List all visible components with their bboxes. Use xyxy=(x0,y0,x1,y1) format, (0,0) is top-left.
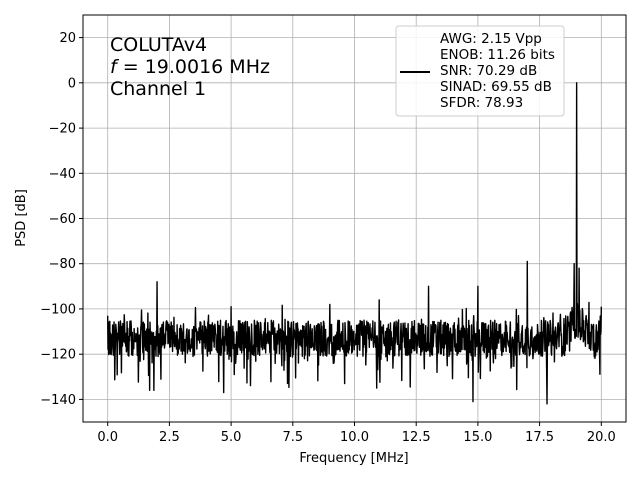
legend-enob: ENOB: 11.26 bits xyxy=(440,47,555,63)
legend-snr: SNR: 70.29 dB xyxy=(440,63,537,79)
x-tick-label: 10.0 xyxy=(340,430,369,445)
annotation-frequency: f = 19.0016 MHz xyxy=(110,56,270,78)
y-tick-label: −20 xyxy=(49,122,76,137)
y-tick-label: −120 xyxy=(40,348,76,363)
chart-annotation: COLUTAv4 f = 19.0016 MHz Channel 1 xyxy=(110,34,270,100)
x-tick-label: 7.5 xyxy=(282,430,303,445)
y-axis-label: PSD [dB] xyxy=(14,189,29,247)
y-tick-label: −100 xyxy=(40,302,76,317)
legend-sinad: SINAD: 69.55 dB xyxy=(440,79,552,95)
annotation-frequency-value: = 19.0016 MHz xyxy=(117,56,270,78)
x-tick-label: 0.0 xyxy=(97,430,118,445)
x-tick-label: 17.5 xyxy=(525,430,554,445)
annotation-title: COLUTAv4 xyxy=(110,34,207,56)
y-tick-label: 0 xyxy=(68,76,76,91)
x-tick-label: 2.5 xyxy=(159,430,180,445)
legend-box xyxy=(395,25,565,117)
legend: AWG: 2.15 Vpp ENOB: 11.26 bits SNR: 70.2… xyxy=(395,25,565,117)
annotation-channel: Channel 1 xyxy=(110,78,206,100)
legend-sfdr: SFDR: 78.93 xyxy=(440,95,523,111)
y-tick-label: −80 xyxy=(49,257,76,272)
series-group xyxy=(106,82,603,405)
x-tick-label: 20.0 xyxy=(587,430,616,445)
y-tick-label: 20 xyxy=(59,31,76,46)
x-tick-label: 12.5 xyxy=(402,430,431,445)
x-axis-ticks: 0.0 2.5 5.0 7.5 10.0 12.5 15.0 17.5 20.0 xyxy=(97,422,616,445)
x-tick-label: 5.0 xyxy=(221,430,242,445)
y-tick-label: −140 xyxy=(40,393,76,408)
x-tick-label: 15.0 xyxy=(463,430,492,445)
y-tick-label: −40 xyxy=(49,167,76,182)
annotation-frequency-var: f xyxy=(110,56,120,78)
x-axis-label: Frequency [MHz] xyxy=(299,451,408,466)
legend-awg: AWG: 2.15 Vpp xyxy=(440,31,542,47)
y-axis-ticks: −140 −120 −100 −80 −60 −40 −20 0 20 xyxy=(40,31,83,408)
y-tick-label: −60 xyxy=(49,212,76,227)
psd-series-line xyxy=(106,82,603,405)
